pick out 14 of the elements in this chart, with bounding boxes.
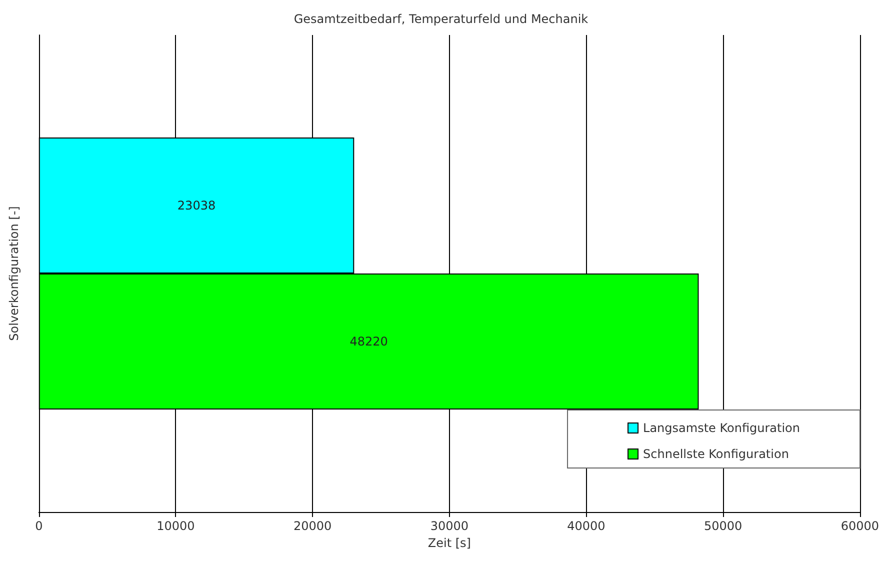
x-axis-title: Zeit [s]	[428, 536, 471, 550]
x-tick-label: 60000	[840, 519, 880, 533]
legend-label: Langsamste Konfiguration	[643, 421, 800, 435]
x-tick-label: 0	[35, 519, 43, 533]
y-axis-title: Solverkonfiguration [-]	[7, 206, 21, 341]
chart-title: Gesamtzeitbedarf, Temperaturfeld und Mechanik	[294, 12, 588, 26]
x-tick-label: 20000	[293, 519, 332, 533]
x-tick-label: 50000	[704, 519, 742, 533]
x-tick-label: 40000	[567, 519, 606, 533]
data-label: 23038	[177, 198, 216, 213]
legend-label: Schnellste Konfiguration	[643, 447, 789, 461]
data-label: 48220	[350, 334, 388, 348]
x-tick-label: 30000	[430, 519, 468, 533]
x-tick-label: 10000	[156, 519, 195, 533]
